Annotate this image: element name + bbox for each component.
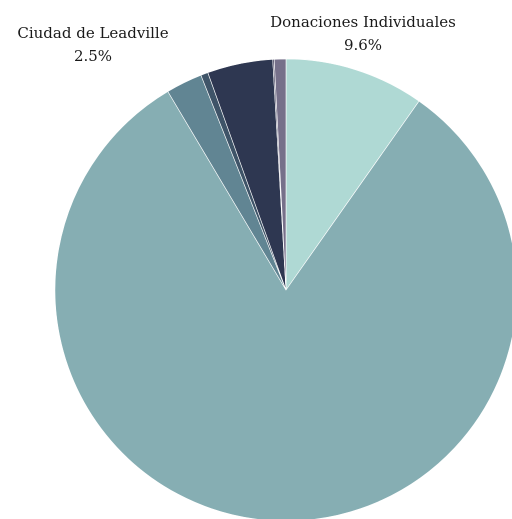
slice-label-donaciones-individuales: Donaciones Individuales — [270, 13, 456, 31]
slice-label-ciudad-de-leadville: Ciudad de Leadville — [17, 24, 168, 42]
pie-slice-slice-2 — [54, 91, 512, 519]
pie-slices — [54, 58, 512, 519]
pie-slice-donaciones-individuales — [285, 58, 420, 291]
slice-value-donaciones-individuales: 9.6% — [344, 36, 382, 54]
slice-value-ciudad-de-leadville: 2.5% — [74, 47, 112, 65]
pie-slice-slice-7 — [273, 58, 287, 291]
